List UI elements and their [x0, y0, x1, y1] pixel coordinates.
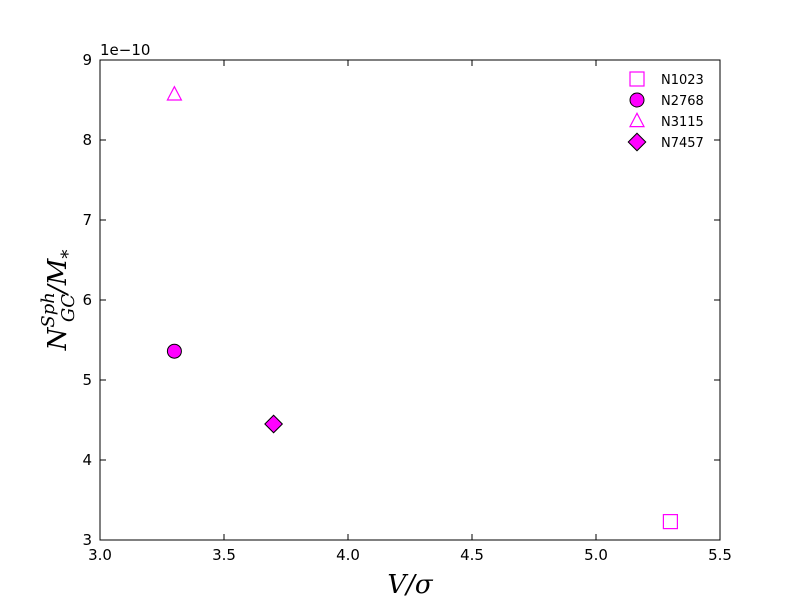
y-axis-label-rest-sub: *	[58, 250, 79, 259]
point-n3115	[166, 85, 183, 101]
legend-label-n7457: N7457	[661, 136, 704, 151]
legend-marker-n1023	[629, 71, 645, 87]
y-axis-label-main: N	[43, 326, 73, 351]
y-axis-label-sub: GC	[58, 294, 79, 322]
legend-marker-n2768	[629, 92, 645, 108]
x-axis-label: V/σ	[387, 570, 434, 600]
point-n1023	[662, 513, 679, 530]
axis-ticks: 3.0 3.5 4.0 4.5 5.0 5.5 3 4 5 6 7 8 9	[82, 51, 731, 564]
x-axis-label-main: V/	[387, 570, 417, 600]
y-axis-label: NSphGC/M*	[38, 250, 79, 352]
x-tick-label: 3.5	[212, 546, 236, 564]
x-tick-label: 5.0	[584, 546, 608, 564]
legend-marker-n7457	[627, 132, 647, 152]
x-tick-label: 4.5	[460, 546, 484, 564]
legend-label-n2768: N2768	[661, 94, 704, 109]
y-tick-label: 4	[82, 451, 92, 469]
y-tick-label: 6	[82, 291, 92, 309]
point-n2768	[166, 343, 182, 359]
y-tick-label: 9	[82, 51, 92, 69]
y-tick-label: 5	[82, 371, 92, 389]
y-axis-label-rest: /M	[43, 257, 73, 297]
y-tick-label: 3	[82, 531, 92, 549]
y-tick-label: 8	[82, 131, 92, 149]
point-n7457	[264, 414, 284, 434]
x-tick-label: 3.0	[88, 546, 112, 564]
x-tick-label: 5.5	[708, 546, 732, 564]
legend-marker-n3115	[629, 112, 645, 128]
legend: N1023 N2768 N3115 N7457	[627, 71, 704, 152]
y-offset-text: 1e−10	[100, 41, 150, 59]
legend-label-n1023: N1023	[661, 73, 704, 88]
plot-area	[99, 59, 721, 541]
legend-label-n3115: N3115	[661, 115, 704, 130]
data-points	[166, 85, 679, 530]
x-axis-label-sigma: σ	[415, 570, 434, 600]
y-tick-label: 7	[82, 211, 92, 229]
x-tick-label: 4.0	[336, 546, 360, 564]
y-axis-label-sup: Sph	[38, 292, 59, 327]
svg-text:NSphGC/M*: NSphGC/M*	[38, 250, 79, 352]
